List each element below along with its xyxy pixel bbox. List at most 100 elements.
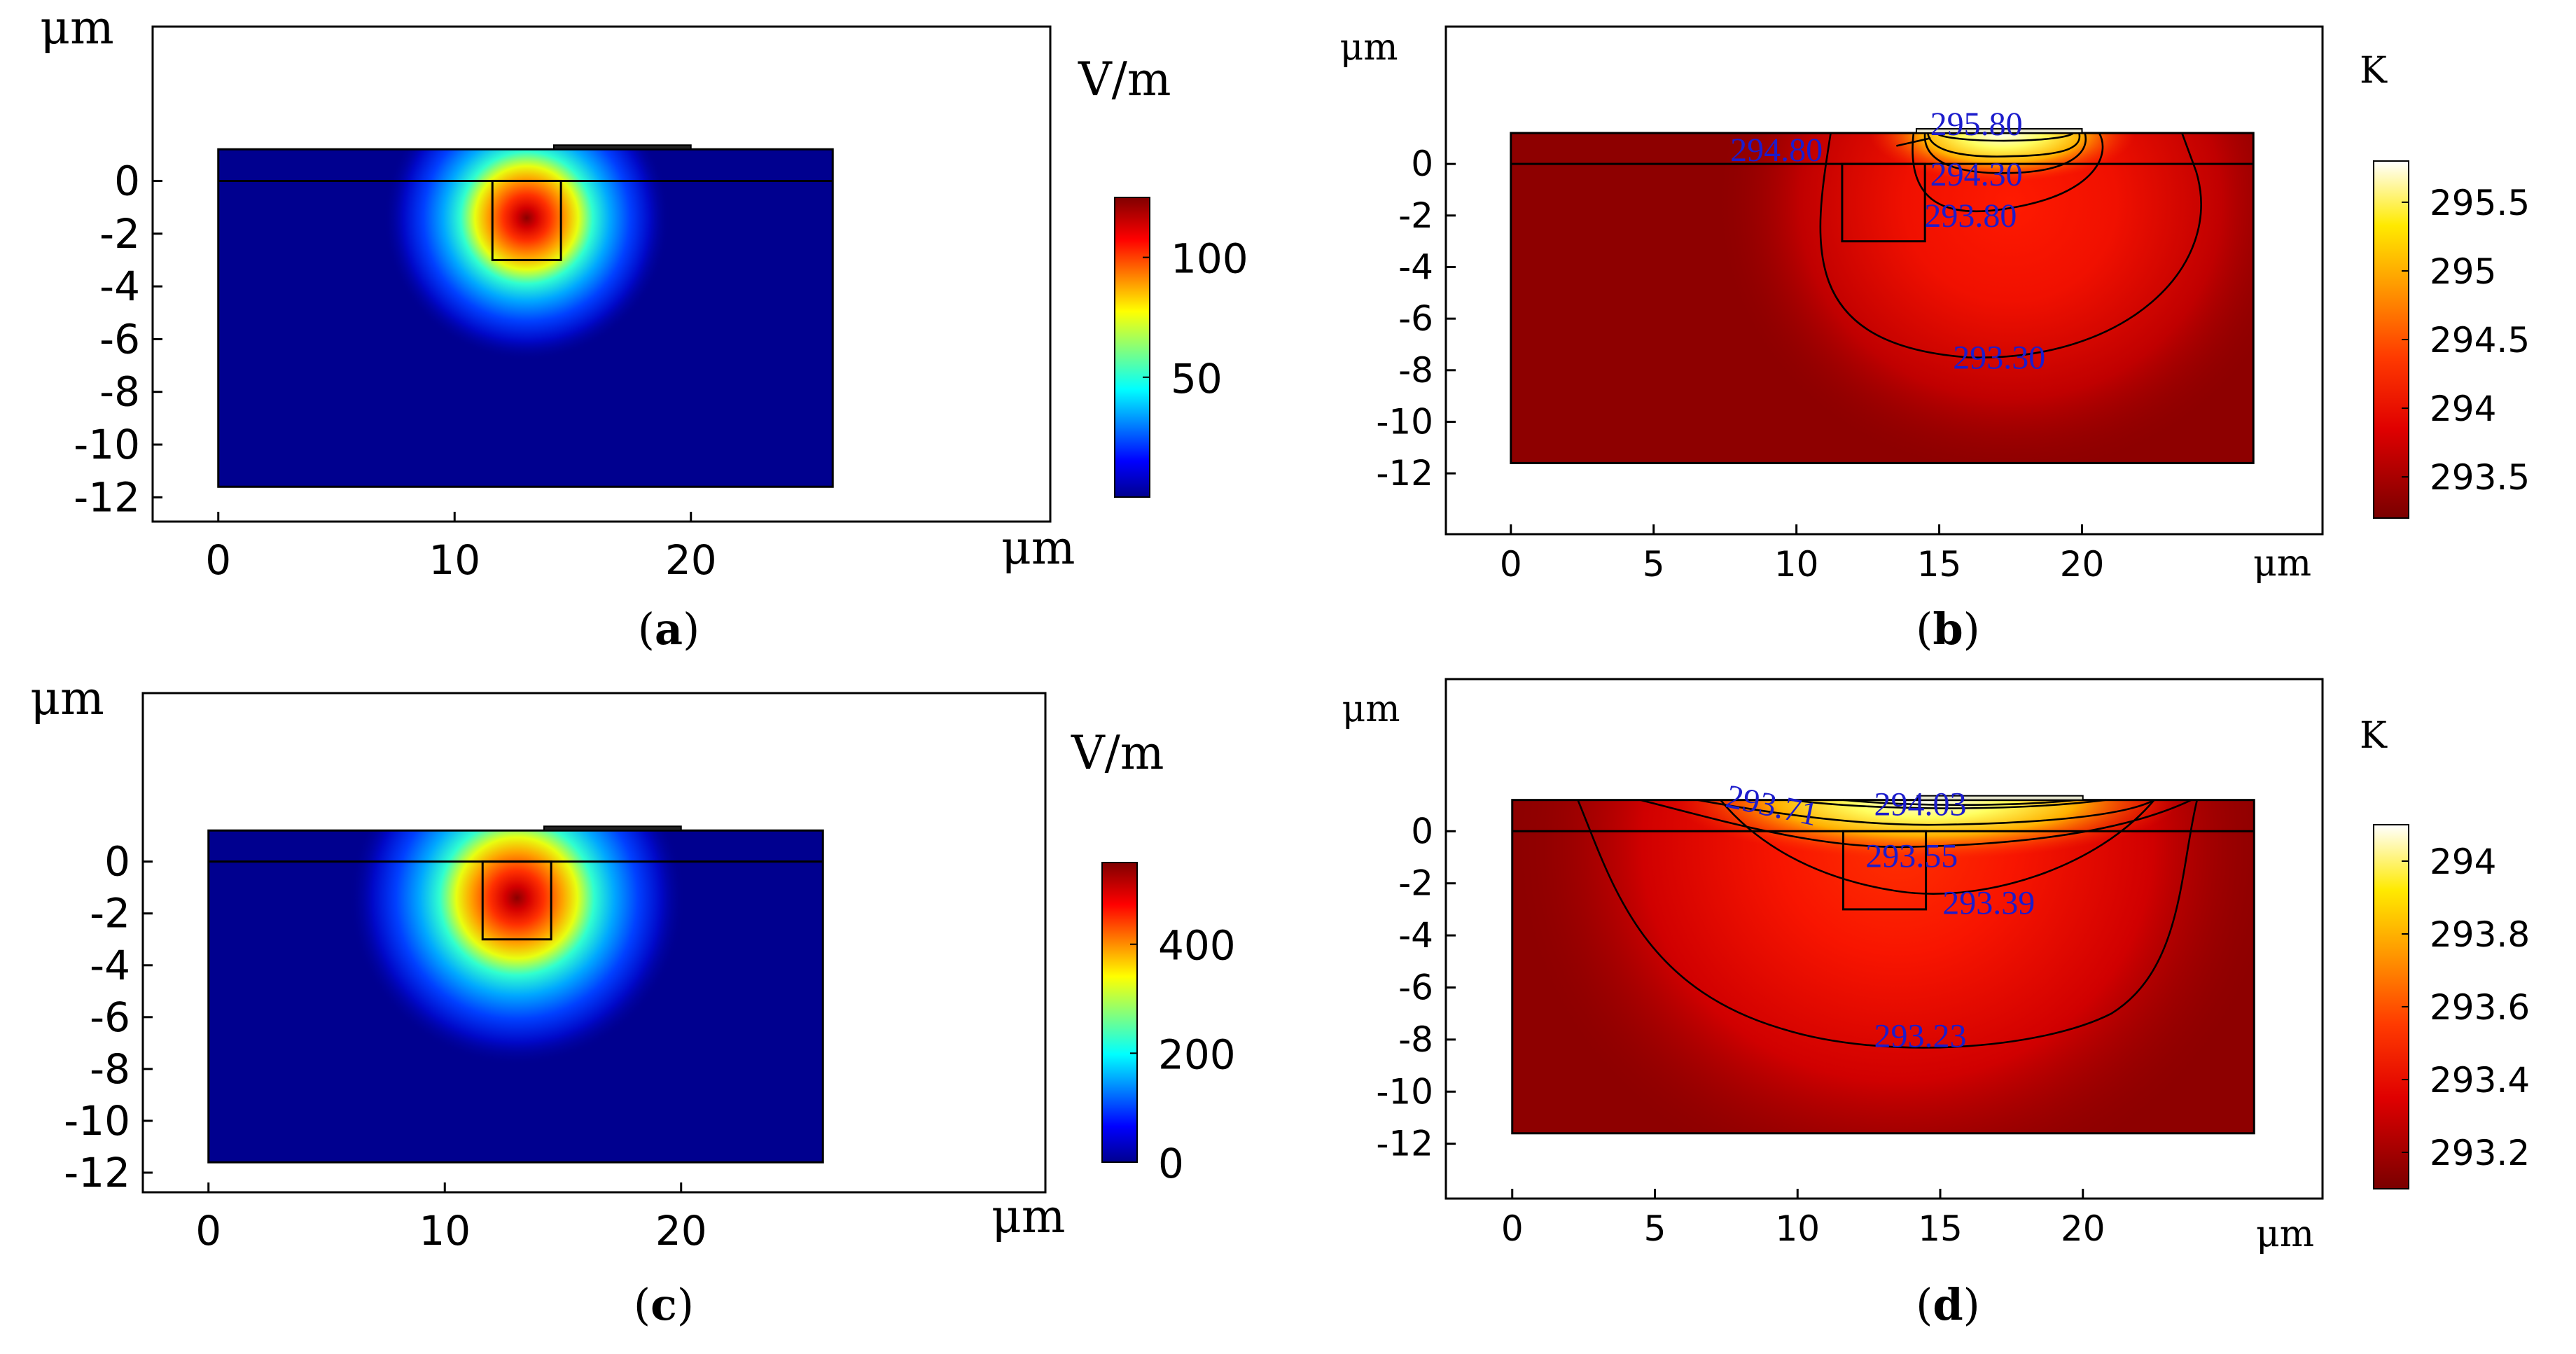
x-tick-label: 10 xyxy=(1774,544,1819,585)
x-tick-label: 10 xyxy=(419,1207,471,1255)
y-tick-label: 0 xyxy=(1411,144,1433,184)
electrode-heater xyxy=(1916,795,2084,801)
domain-content xyxy=(349,830,685,1066)
x-tick-label: 0 xyxy=(1500,544,1522,585)
x-tick-label: 5 xyxy=(1643,544,1665,585)
x-tick-label: 10 xyxy=(429,536,480,584)
x-tick-label: 20 xyxy=(655,1207,707,1255)
colorbar-tick-label: 294.5 xyxy=(2430,320,2530,361)
contour-label: 293.30 xyxy=(1953,339,2045,376)
x-tick-label: 0 xyxy=(1501,1208,1524,1249)
y-axis-unit: μm xyxy=(30,671,104,725)
domain-border xyxy=(1510,132,2255,464)
colorbar-tick-label: 293.8 xyxy=(2430,914,2530,955)
y-axis-unit: μm xyxy=(1342,688,1400,730)
contour-label: 294.03 xyxy=(1874,786,1966,823)
subfigure-label-letter: c xyxy=(650,1279,677,1330)
x-axis-unit: μm xyxy=(2253,543,2311,585)
subfigure-label-open: ( xyxy=(634,1279,650,1330)
colorbar-tick-label: 400 xyxy=(1158,922,1236,970)
x-axis-unit: μm xyxy=(2256,1213,2314,1255)
y-tick-label: -4 xyxy=(1398,246,1433,287)
heat-diffusion xyxy=(1709,132,2254,463)
y-tick-label: -8 xyxy=(1398,350,1433,391)
contour-294-03 xyxy=(1791,799,2106,809)
contour-294-80 xyxy=(1927,132,2081,158)
y-tick-label: 0 xyxy=(104,838,130,886)
waveguide-core xyxy=(1842,830,1928,911)
x-tick-label: 15 xyxy=(1917,544,1962,585)
x-axis-unit: μm xyxy=(1001,521,1075,575)
colorbar-tick-label: 100 xyxy=(1171,235,1248,283)
x-axis-unit: μm xyxy=(991,1189,1065,1243)
panel-b: 0 5 10 15 20 0 -2 -4 -6 -8 -10 -12 μm μm 295.80 294.80 2… xyxy=(1339,25,2530,655)
colorbar-tick-label: 200 xyxy=(1158,1031,1236,1078)
colorbar-tick-label: 293.6 xyxy=(2430,987,2530,1028)
colorbar-tick-label: 294 xyxy=(2430,389,2496,429)
y-tick-label: -6 xyxy=(99,315,140,363)
subfigure-label-open: ( xyxy=(638,603,655,655)
y-tick-label: 0 xyxy=(114,157,140,204)
electrode-heater xyxy=(1915,127,2083,134)
colorbar-tick-label: 0 xyxy=(1158,1140,1184,1187)
y-tick-label: -2 xyxy=(1398,195,1433,236)
y-tick-label: -8 xyxy=(90,1045,130,1093)
y-tick-label: -6 xyxy=(90,993,130,1041)
field-mode-spot xyxy=(349,830,685,1066)
colorbar-tick-label: 295 xyxy=(2430,251,2496,292)
domain-content xyxy=(383,149,671,362)
subfigure-label: (a) xyxy=(638,603,700,655)
domain-border xyxy=(1511,799,2255,1135)
field-mode-spot xyxy=(383,149,671,362)
contour-293-80 xyxy=(1912,132,2104,213)
waveguide-core xyxy=(1841,162,1926,243)
contour-label: 293.55 xyxy=(1865,838,1958,875)
contour-lines xyxy=(1819,132,2202,358)
y-tick-label: -2 xyxy=(90,890,130,937)
y-tick-label: -4 xyxy=(90,942,130,989)
colorbar-tick-label: 295.5 xyxy=(2430,183,2530,223)
colorbar xyxy=(1101,862,1138,1163)
contour-293-23 xyxy=(1577,800,2199,1049)
x-tick-label: 10 xyxy=(1775,1208,1820,1249)
subfigure-label: (c) xyxy=(634,1279,694,1330)
contour-label: 293.80 xyxy=(1924,197,2017,235)
y-tick-label: -12 xyxy=(74,473,140,521)
y-tick-label: -8 xyxy=(99,368,140,416)
y-tick-label: -6 xyxy=(1398,967,1433,1007)
contour-label: 295.80 xyxy=(1930,106,2023,143)
y-axis-unit: μm xyxy=(40,1,113,55)
subfigure-label-close: ) xyxy=(1963,603,1980,655)
subfigure-label-close: ) xyxy=(683,603,699,655)
subfigure-label-letter: a xyxy=(655,603,683,655)
colorbar-unit: V/m xyxy=(1078,53,1171,106)
domain-border xyxy=(217,148,834,488)
domain-content xyxy=(1709,132,2254,463)
y-tick-label: -4 xyxy=(1398,915,1433,956)
contour-295-80 xyxy=(1935,132,2075,142)
colorbar xyxy=(1114,197,1150,498)
waveguide-core xyxy=(481,860,552,941)
subfigure-label-open: ( xyxy=(1916,603,1933,655)
y-tick-label: -6 xyxy=(1398,298,1433,339)
contour-294-20 xyxy=(1843,799,2077,806)
electrode-heater xyxy=(543,825,682,832)
x-tick-label: 5 xyxy=(1644,1208,1666,1249)
panel-a: 0 10 20 0 -2 -4 -6 -8 -10 -12 μm μm 50 100 V/m (a) xyxy=(40,1,1248,655)
y-tick-label: -8 xyxy=(1398,1019,1433,1060)
subfigure-label-open: ( xyxy=(1916,1279,1933,1330)
y-tick-label: -10 xyxy=(1376,1071,1433,1112)
contour-293-71 xyxy=(1697,799,2155,826)
subfigure-label: (b) xyxy=(1916,603,1980,655)
contour-294-30 xyxy=(1923,132,2087,174)
x-tick-label: 20 xyxy=(2061,1208,2105,1249)
contour-label: 293.23 xyxy=(1874,1017,1966,1054)
y-tick-label: -12 xyxy=(1376,453,1433,494)
contour-293-55 xyxy=(1640,799,2192,849)
colorbar-tick-label: 294 xyxy=(2430,842,2496,882)
colorbar-unit: V/m xyxy=(1071,726,1164,780)
x-tick-label: 15 xyxy=(1918,1208,1963,1249)
y-tick-label: -2 xyxy=(1398,863,1433,904)
